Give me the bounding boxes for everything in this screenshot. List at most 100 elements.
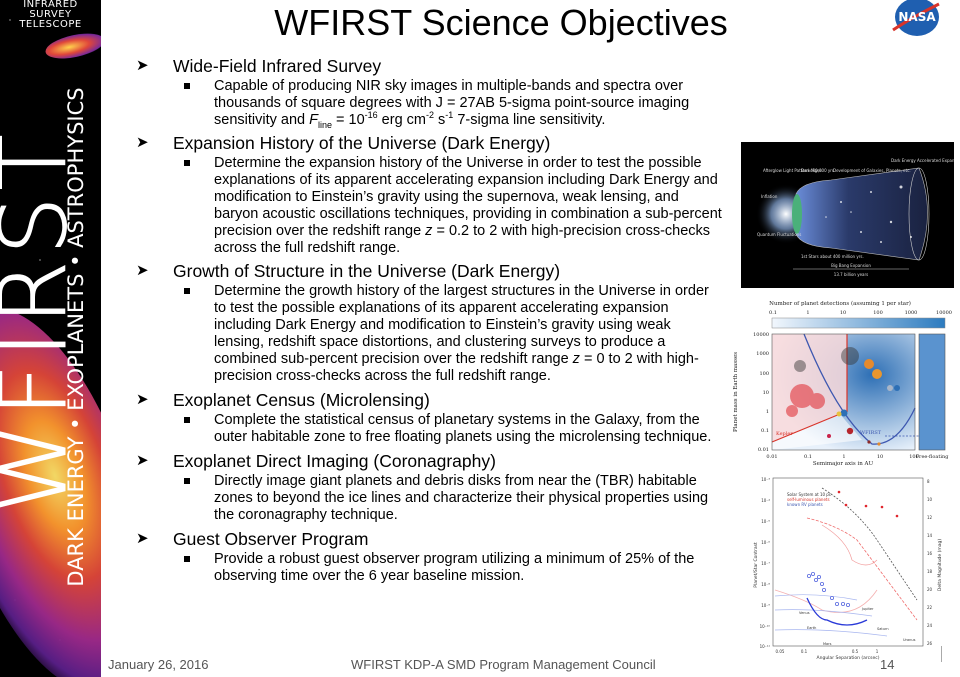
- square-bullet-icon: [184, 417, 190, 423]
- detail-text: Provide a robust guest observer program …: [214, 551, 695, 584]
- detail-text: = 10: [331, 112, 365, 128]
- svg-text:Angular Separation (arcsec): Angular Separation (arcsec): [817, 655, 880, 660]
- svg-text:14: 14: [927, 533, 933, 538]
- arrow-bullet-icon: ➤: [136, 57, 149, 74]
- svg-text:Solar System at 10 pc: Solar System at 10 pc: [787, 492, 831, 497]
- square-bullet-icon: [184, 160, 190, 166]
- objective-growth-of-structure: ➤ Growth of Structure in the Universe (D…: [136, 260, 726, 385]
- svg-text:Inflation: Inflation: [761, 194, 778, 199]
- svg-text:NASA: NASA: [898, 10, 936, 24]
- square-bullet-icon: [184, 478, 190, 484]
- svg-text:1: 1: [766, 409, 769, 415]
- svg-text:0.1: 0.1: [804, 454, 812, 460]
- svg-text:Dark Ages: Dark Ages: [801, 168, 822, 173]
- banner-line-telescope: TELESCOPE: [19, 19, 82, 30]
- arrow-bullet-icon: ➤: [136, 452, 149, 469]
- footer-council: WFIRST KDP-A SMD Program Management Coun…: [351, 657, 656, 672]
- detail-text: Directly image giant planets and debris …: [214, 473, 709, 523]
- detail-text: = 0.2 to 2 with high-precision cross-che…: [214, 223, 711, 256]
- svg-text:Delta Magnitude (mag): Delta Magnitude (mag): [937, 539, 943, 591]
- nasa-meatball-icon: NASA: [892, 0, 940, 36]
- flux-symbol: F: [309, 112, 318, 128]
- coronagraph-contrast-plot: Solar System at 10 pc self-luminous plan…: [727, 470, 945, 660]
- objective-detail: Directly image giant planets and debris …: [136, 473, 726, 524]
- banner-tagline: DARK ENERGY • EXOPLANETS • ASTROPHYSICS: [64, 87, 88, 587]
- exponent: -1: [445, 110, 454, 121]
- exponent: -16: [364, 110, 378, 121]
- svg-text:1: 1: [842, 454, 845, 460]
- arrow-bullet-icon: ➤: [136, 391, 149, 408]
- universe-expansion-illustration: Afterglow Light Pattern 400,000 yrs. Dar…: [756, 158, 954, 277]
- objective-heading: ➤ Exoplanet Census (Microlensing): [136, 389, 726, 411]
- objective-detail: Capable of producing NIR sky images in m…: [136, 78, 726, 129]
- objective-heading: ➤ Exoplanet Direct Imaging (Coronagraphy…: [136, 450, 726, 472]
- svg-text:24: 24: [927, 623, 933, 628]
- slide-title: WFIRST Science Objectives: [274, 2, 728, 43]
- arrow-bullet-icon: ➤: [136, 530, 149, 547]
- svg-text:10⁻¹¹: 10⁻¹¹: [760, 644, 771, 649]
- square-bullet-icon: [184, 288, 190, 294]
- svg-text:Number of planet detections (a: Number of planet detections (assuming 1 …: [769, 300, 911, 307]
- microlensing-detection-plot: Number of planet detections (assuming 1 …: [722, 296, 958, 468]
- svg-text:Kepler: Kepler: [776, 431, 793, 437]
- svg-text:8: 8: [927, 479, 930, 484]
- svg-text:Big Bang Expansion: Big Bang Expansion: [831, 263, 871, 268]
- exponent: -2: [426, 110, 435, 121]
- svg-text:1: 1: [806, 310, 809, 316]
- svg-text:1000: 1000: [905, 310, 918, 316]
- svg-text:12: 12: [927, 515, 933, 520]
- svg-text:1: 1: [876, 649, 879, 654]
- svg-text:10⁻⁸: 10⁻⁸: [761, 582, 770, 587]
- detail-text: = 0 to 2 with high-precision cross-check…: [214, 351, 699, 384]
- objective-direct-imaging: ➤ Exoplanet Direct Imaging (Coronagraphy…: [136, 450, 726, 524]
- objective-expansion-history: ➤ Expansion History of the Universe (Dar…: [136, 132, 726, 257]
- svg-text:Venus: Venus: [799, 611, 810, 615]
- svg-text:0.1: 0.1: [801, 649, 808, 654]
- banner-line-survey: SURVEY: [29, 9, 72, 20]
- banner-line-infrared: INFRARED: [23, 0, 78, 10]
- objective-heading-text: Exoplanet Direct Imaging (Coronagraphy): [173, 451, 496, 471]
- objective-heading-text: Growth of Structure in the Universe (Dar…: [173, 261, 561, 281]
- svg-text:known RV planets: known RV planets: [787, 502, 823, 507]
- svg-text:10⁻³: 10⁻³: [761, 477, 770, 482]
- detail-text: s: [434, 112, 446, 128]
- objective-detail: Determine the growth history of the larg…: [136, 283, 726, 385]
- arrow-bullet-icon: ➤: [136, 262, 149, 279]
- svg-text:1000: 1000: [756, 351, 769, 357]
- svg-text:10: 10: [763, 390, 769, 396]
- arrow-bullet-icon: ➤: [136, 134, 149, 151]
- svg-text:0.1: 0.1: [769, 310, 777, 316]
- objective-guest-observer: ➤ Guest Observer Program Provide a robus…: [136, 528, 726, 585]
- nasa-logo: NASA: [891, 0, 941, 36]
- svg-text:10⁻⁹: 10⁻⁹: [761, 603, 770, 608]
- svg-text:Dark Energy Accelerated Expans: Dark Energy Accelerated Expansion: [891, 158, 954, 163]
- square-bullet-icon: [184, 83, 190, 89]
- square-bullet-icon: [184, 556, 190, 562]
- svg-text:10⁻⁷: 10⁻⁷: [761, 561, 770, 566]
- objective-heading-text: Wide-Field Infrared Survey: [173, 56, 382, 76]
- svg-text:10000: 10000: [753, 332, 769, 338]
- banner-wordmark: WFIRST: [0, 128, 88, 515]
- redshift-symbol: z: [572, 351, 580, 367]
- svg-text:Afterglow Light Pattern 400,00: Afterglow Light Pattern 400,000 yrs.: [763, 168, 835, 173]
- svg-text:Planet/Star Contrast: Planet/Star Contrast: [753, 542, 759, 588]
- svg-text:Planet mass in Earth masses: Planet mass in Earth masses: [733, 352, 739, 432]
- svg-text:10: 10: [927, 497, 933, 502]
- svg-text:Saturn: Saturn: [877, 627, 889, 631]
- objective-heading: ➤ Expansion History of the Universe (Dar…: [136, 132, 726, 154]
- svg-text:0.05: 0.05: [776, 649, 785, 654]
- objective-detail: Determine the expansion history of the U…: [136, 155, 726, 257]
- flux-subscript: line: [317, 119, 332, 130]
- universe-timeline-figure: Afterglow Light Pattern 400,000 yrs. Dar…: [741, 142, 954, 288]
- svg-text:0.5: 0.5: [852, 649, 859, 654]
- detail-text: Determine the expansion history of the U…: [214, 155, 722, 239]
- svg-text:100: 100: [873, 310, 883, 316]
- objective-heading: ➤ Growth of Structure in the Universe (D…: [136, 260, 726, 282]
- objective-heading-text: Exoplanet Census (Microlensing): [173, 390, 430, 410]
- objective-detail: Provide a robust guest observer program …: [136, 551, 726, 585]
- svg-text:Quantum Fluctuations: Quantum Fluctuations: [757, 232, 801, 237]
- detail-text: Determine the growth history of the larg…: [214, 283, 709, 367]
- svg-text:22: 22: [927, 605, 933, 610]
- svg-text:10: 10: [840, 310, 846, 316]
- svg-text:0.1: 0.1: [761, 428, 769, 434]
